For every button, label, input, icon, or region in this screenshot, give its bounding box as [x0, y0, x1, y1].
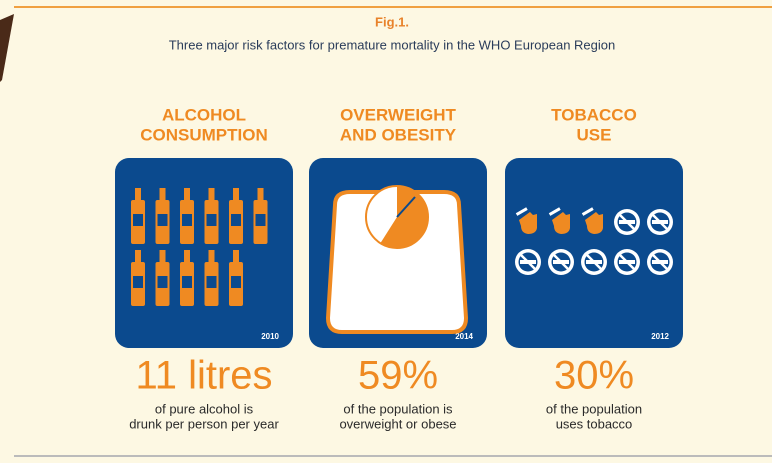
panel-description: overweight or obese — [339, 416, 456, 431]
bottle-neck — [184, 250, 190, 262]
bottle — [155, 250, 170, 306]
slash — [618, 253, 636, 271]
panel-stat: 59% — [358, 354, 438, 398]
smoker-icon — [581, 207, 603, 234]
cigarette — [515, 207, 528, 216]
bottle-label — [133, 214, 143, 226]
bottle-neck — [208, 188, 215, 200]
bottle-neck — [233, 188, 239, 200]
no-smoking-icon — [647, 249, 673, 275]
panel-heading: CONSUMPTION — [140, 125, 268, 144]
slash — [519, 253, 537, 271]
panel-description: of the population is — [343, 401, 453, 416]
bottle — [180, 188, 194, 244]
slash — [552, 253, 570, 271]
slash — [618, 213, 636, 231]
hand — [552, 212, 570, 234]
hand — [585, 212, 603, 234]
bottle — [204, 188, 219, 244]
bottle-label — [255, 214, 266, 226]
no-smoking-icon — [614, 249, 640, 275]
smoker-icon — [548, 207, 570, 234]
panel-stat: 11 litres — [135, 354, 272, 398]
slash — [651, 213, 669, 231]
panel-heading: OVERWEIGHT — [340, 105, 456, 124]
bottle-neck — [159, 250, 166, 262]
panel-heading: TOBACCO — [551, 105, 637, 124]
bottle — [229, 250, 243, 306]
panel-description: uses tobacco — [556, 416, 633, 431]
bottle-label — [157, 214, 168, 226]
panel-heading: USE — [577, 125, 612, 144]
bottle — [131, 188, 145, 244]
bottle-label — [157, 276, 168, 288]
no-smoking-icon — [515, 249, 541, 275]
slash — [585, 253, 603, 271]
bottle-label — [133, 276, 143, 288]
bottle-neck — [184, 188, 190, 200]
hand — [519, 212, 537, 234]
panel-year: 2014 — [455, 332, 473, 341]
panel-description: of pure alcohol is — [155, 401, 254, 416]
bottle-label — [231, 214, 241, 226]
panel-description: of the population — [546, 401, 642, 416]
panel-year: 2010 — [261, 332, 279, 341]
bottle-neck — [257, 188, 264, 200]
bottle — [204, 250, 219, 306]
bottle-label — [206, 214, 217, 226]
bottle-label — [206, 276, 217, 288]
panel-description: drunk per person per year — [129, 416, 279, 431]
bottle-label — [231, 276, 241, 288]
bottle-neck — [159, 188, 166, 200]
bottle — [131, 250, 145, 306]
dial-needle — [396, 196, 416, 218]
no-smoking-icon — [581, 249, 607, 275]
bottle — [253, 188, 268, 244]
scale-body — [325, 190, 469, 334]
panel-box — [115, 158, 293, 348]
panel-heading: ALCOHOL — [162, 105, 246, 124]
cigarette — [581, 207, 594, 216]
cigarette — [548, 207, 561, 216]
no-smoking-icon — [614, 209, 640, 235]
page-edge — [0, 14, 14, 82]
bottle-neck — [135, 188, 141, 200]
dial-share — [380, 185, 428, 248]
panel-heading: AND OBESITY — [340, 125, 457, 144]
bottle — [180, 250, 194, 306]
bottle-neck — [135, 250, 141, 262]
smoker-icon — [515, 207, 537, 234]
figure-title: Three major risk factors for premature m… — [169, 37, 616, 52]
bottle — [229, 188, 243, 244]
figure-label: Fig.1. — [375, 14, 409, 29]
bottle-label — [182, 276, 192, 288]
panel-year: 2012 — [651, 332, 669, 341]
no-smoking-icon — [647, 209, 673, 235]
panel-stat: 30% — [554, 354, 634, 398]
bottle — [155, 188, 170, 244]
slash — [651, 253, 669, 271]
bottle-neck — [208, 250, 215, 262]
bottle-neck — [233, 250, 239, 262]
no-smoking-icon — [548, 249, 574, 275]
bottle-label — [182, 214, 192, 226]
